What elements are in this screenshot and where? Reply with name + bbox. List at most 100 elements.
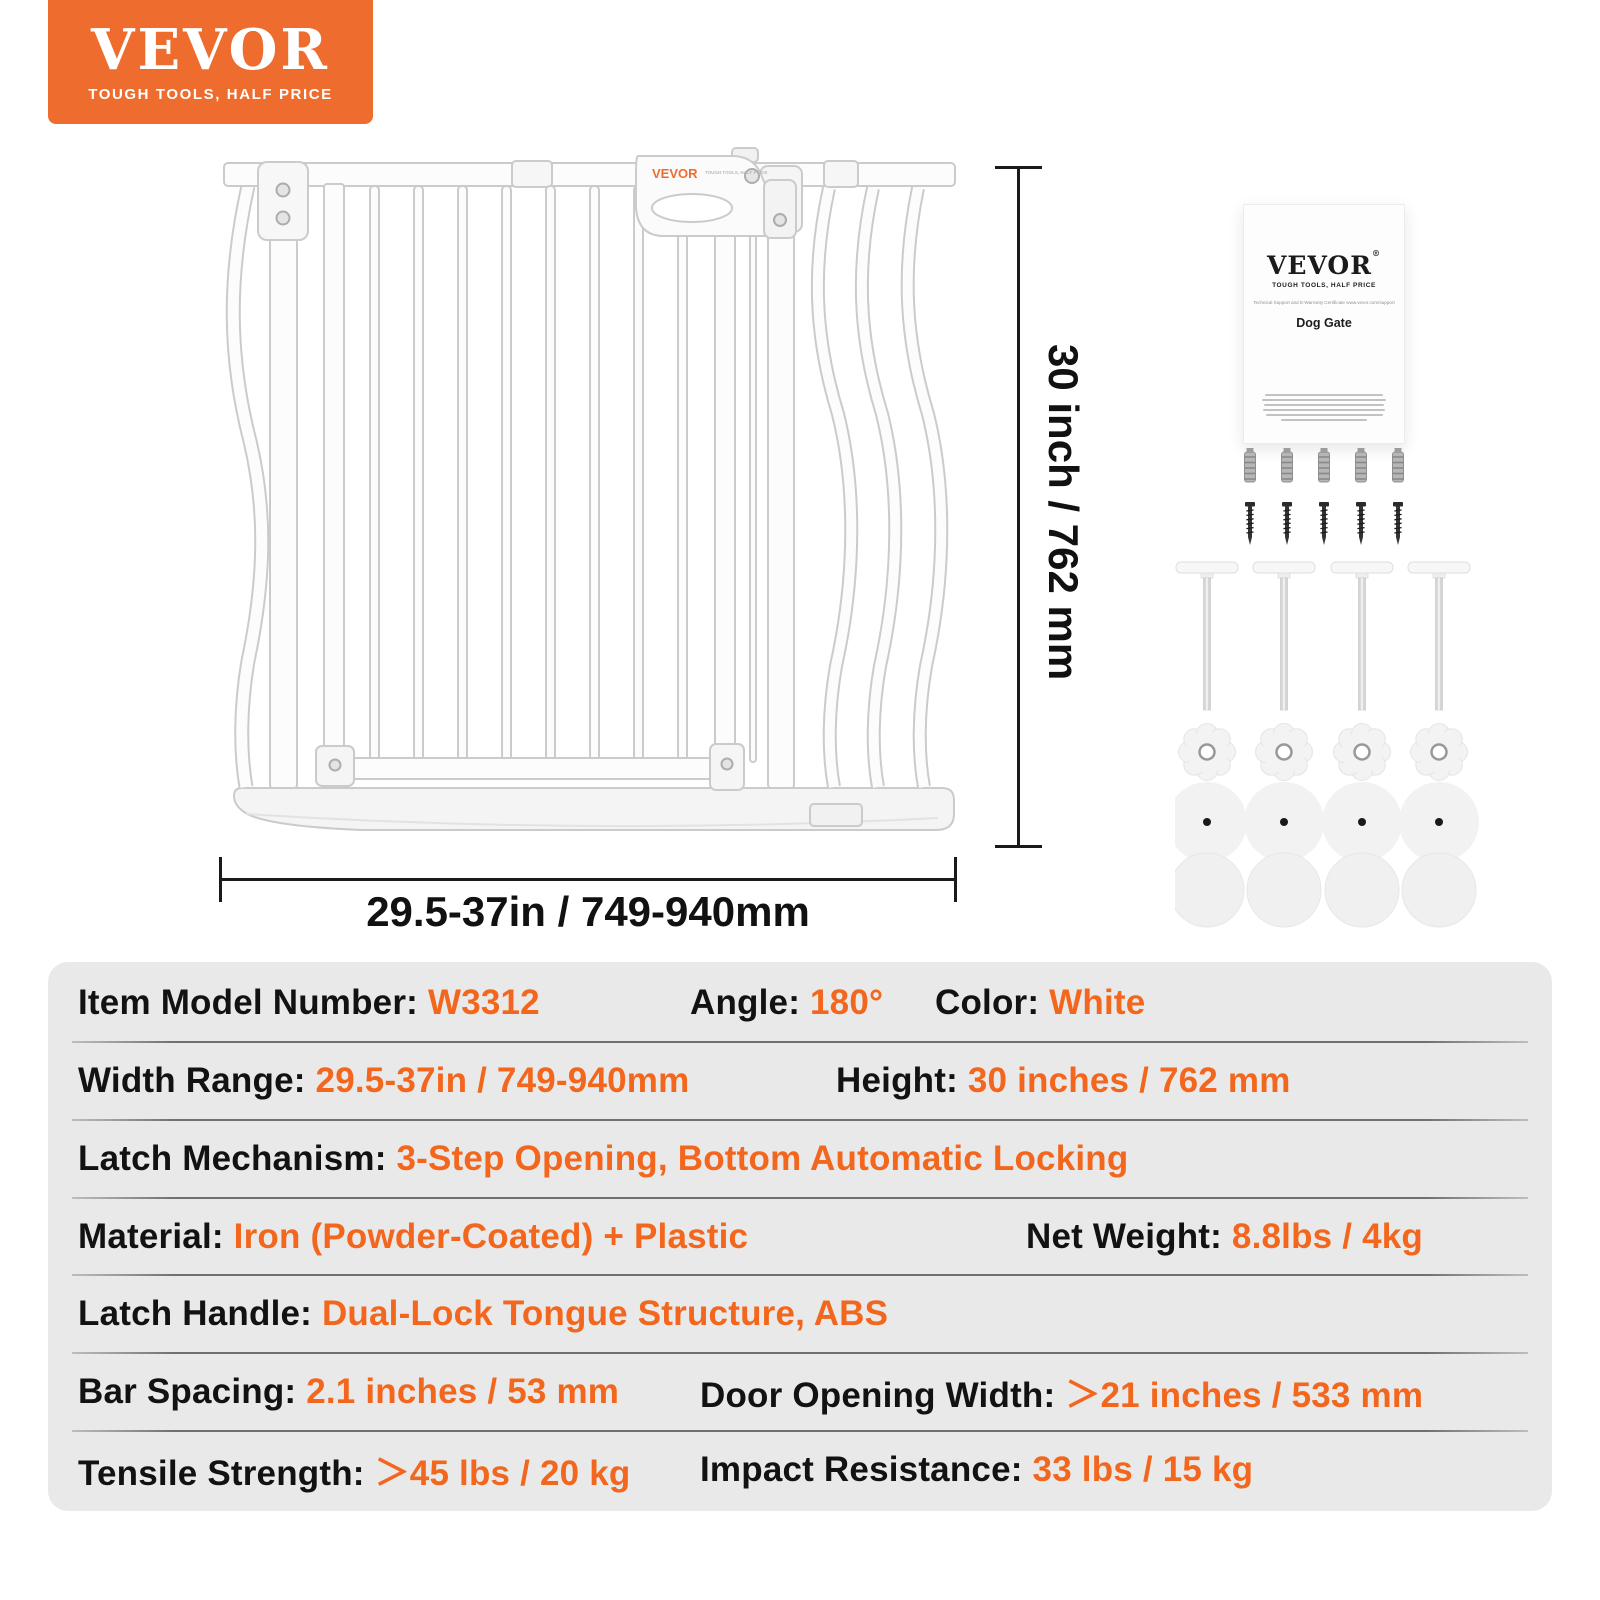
- spec-cell: Height: 30 inches / 762 mm: [836, 1061, 1291, 1101]
- dog-gate-drawing: VEVOR TOUGH TOOLS, HALF PRICE: [223, 147, 956, 831]
- screw-icon: [1319, 502, 1329, 545]
- screw-icon: [1245, 502, 1255, 545]
- locking-knob-icon: [1255, 723, 1313, 781]
- gate-handle-tagline: TOUGH TOOLS, HALF PRICE: [705, 170, 767, 175]
- height-dimension-cap-top: [995, 166, 1042, 169]
- threaded-rod-icon: [1330, 561, 1394, 711]
- screw-icon: [1282, 502, 1292, 545]
- wall-anchor-icon: [1281, 448, 1293, 483]
- gate-hinge-bracket: [257, 161, 309, 241]
- spec-value: 180°: [810, 982, 884, 1022]
- spec-value: Dual-Lock Tongue Structure, ABS: [321, 1294, 889, 1334]
- wall-cup-dotted-icon: [1322, 782, 1402, 862]
- spec-label: Width Range:: [78, 1060, 316, 1100]
- spec-row: Width Range: 29.5-37in / 749-940mm Height…: [48, 1042, 1552, 1121]
- spec-value: 30 inches / 762 mm: [967, 1060, 1291, 1100]
- instruction-manual: VEVOR® TOUGH TOOLS, HALF PRICE Technical…: [1243, 204, 1405, 444]
- spec-label: Latch Mechanism:: [78, 1138, 397, 1178]
- spec-label: Color:: [935, 982, 1050, 1022]
- spec-cell: Door Opening Width: ＞21 inches / 533 mm: [700, 1367, 1423, 1418]
- spec-row: Bar Spacing: 2.1 inches / 53 mm Door Open…: [48, 1353, 1552, 1433]
- spec-row: Item Model Number: W3312 Angle: 180° Color…: [48, 964, 1552, 1043]
- wall-anchor-icon: [1318, 448, 1330, 483]
- screw-icon: [1356, 502, 1366, 545]
- spec-value: 8.8lbs / 4kg: [1231, 1216, 1424, 1256]
- spec-value: ＞21 inches / 533 mm: [1065, 1375, 1424, 1415]
- wall-anchor-icon: [1355, 448, 1367, 483]
- spec-table: Item Model Number: W3312 Angle: 180° Color…: [48, 962, 1552, 1511]
- spec-value: Iron (Powder-Coated) + Plastic: [233, 1216, 749, 1256]
- spec-value: White: [1049, 982, 1146, 1022]
- spec-cell: Impact Resistance: 33 lbs / 15 kg: [700, 1450, 1253, 1490]
- hardware-kit: [1175, 448, 1479, 928]
- spec-label: Door Opening Width:: [700, 1375, 1066, 1415]
- gate-door-bars: [369, 185, 688, 763]
- dog-gate-illustration: VEVOR TOUGH TOOLS, HALF PRICE: [212, 146, 967, 858]
- vevor-logo-tagline: TOUGH TOOLS, HALF PRICE: [88, 85, 333, 103]
- wall-cup-dotted-icon: [1244, 782, 1324, 862]
- spec-cell: Item Model Number: W3312: [78, 983, 690, 1023]
- spec-cell: Latch Handle: Dual-Lock Tongue Structure…: [78, 1294, 888, 1334]
- threaded-rod-icon: [1175, 561, 1239, 711]
- spec-row: Material: Iron (Powder-Coated) + Plastic…: [48, 1198, 1552, 1277]
- width-dimension-label: 29.5-37in / 749-940mm: [366, 888, 810, 935]
- spec-value: W3312: [427, 982, 540, 1022]
- gate-base-plate: [232, 787, 955, 831]
- wall-cup-plain-icon: [1324, 852, 1400, 928]
- spec-label: Net Weight:: [1026, 1216, 1232, 1256]
- spec-label: Height:: [836, 1060, 968, 1100]
- manual-tagline: TOUGH TOOLS, HALF PRICE: [1272, 282, 1376, 289]
- spec-value: 33 lbs / 15 kg: [1032, 1450, 1254, 1490]
- spec-label: Latch Handle:: [78, 1294, 322, 1334]
- gate-handle-brand: VEVOR: [652, 166, 698, 181]
- height-dimension-line: [1017, 168, 1020, 846]
- spec-label: Tensile Strength:: [78, 1453, 375, 1493]
- wall-cup-plain-icon: [1175, 852, 1245, 928]
- gate-left-post: [269, 175, 298, 789]
- spec-value: 2.1 inches / 53 mm: [306, 1372, 620, 1412]
- wall-anchor-icon: [1244, 448, 1256, 483]
- locking-knob-icon: [1410, 723, 1468, 781]
- width-dimension-line: [219, 878, 957, 881]
- spec-cell: Tensile Strength: ＞45 lbs / 20 kg: [78, 1445, 700, 1496]
- spec-label: Item Model Number:: [78, 982, 428, 1022]
- gate-door-bottom-rail: [323, 757, 737, 780]
- spec-label: Material:: [78, 1216, 234, 1256]
- manual-registered-mark: ®: [1371, 248, 1381, 258]
- manual-fine-print: [1262, 394, 1386, 421]
- vevor-logo-wordmark: VEVOR: [91, 16, 330, 83]
- spec-cell: Width Range: 29.5-37in / 749-940mm: [78, 1061, 836, 1101]
- gate-latch-post: [767, 175, 795, 789]
- spec-cell: Color: White: [935, 983, 1145, 1023]
- screw-icon: [1393, 502, 1403, 545]
- threaded-rod-icon: [1252, 561, 1316, 711]
- manual-brand: VEVOR®: [1267, 249, 1381, 278]
- wall-cup-dotted-icon: [1175, 782, 1247, 862]
- spec-label: Angle:: [690, 982, 811, 1022]
- spec-label: Impact Resistance:: [700, 1450, 1033, 1490]
- vevor-logo: VEVOR TOUGH TOOLS, HALF PRICE: [48, 0, 373, 124]
- wall-anchor-icon: [1392, 448, 1404, 483]
- width-dimension-cap-right: [954, 857, 957, 902]
- width-dimension-cap-left: [219, 857, 222, 902]
- spec-cell: Angle: 180°: [690, 983, 935, 1023]
- spec-row: Tensile Strength: ＞45 lbs / 20 kg Impact …: [48, 1431, 1552, 1509]
- spec-cell: Material: Iron (Powder-Coated) + Plastic: [78, 1217, 1026, 1257]
- gate-wavy-bars-right: [810, 186, 949, 789]
- spec-value: 3-Step Opening, Bottom Automatic Locking: [396, 1138, 1129, 1178]
- locking-knob-icon: [1178, 723, 1236, 781]
- height-dimension-cap-bottom: [995, 845, 1042, 848]
- spec-cell: Net Weight: 8.8lbs / 4kg: [1026, 1217, 1423, 1257]
- manual-support-line: Technical Support and E-Warranty Certifi…: [1253, 300, 1395, 305]
- wall-cup-plain-icon: [1246, 852, 1322, 928]
- wall-cup-plain-icon: [1401, 852, 1477, 928]
- gate-handle: [635, 147, 797, 239]
- spec-value: ＞45 lbs / 20 kg: [374, 1453, 631, 1493]
- spec-row: Latch Mechanism: 3-Step Opening, Bottom …: [48, 1120, 1552, 1199]
- spec-label: Bar Spacing:: [78, 1372, 307, 1412]
- spec-cell: Latch Mechanism: 3-Step Opening, Bottom …: [78, 1139, 1128, 1179]
- spec-row: Latch Handle: Dual-Lock Tongue Structure…: [48, 1275, 1552, 1355]
- manual-title: Dog Gate: [1296, 316, 1352, 330]
- spec-cell: Bar Spacing: 2.1 inches / 53 mm: [78, 1372, 700, 1412]
- wall-cup-dotted-icon: [1399, 782, 1479, 862]
